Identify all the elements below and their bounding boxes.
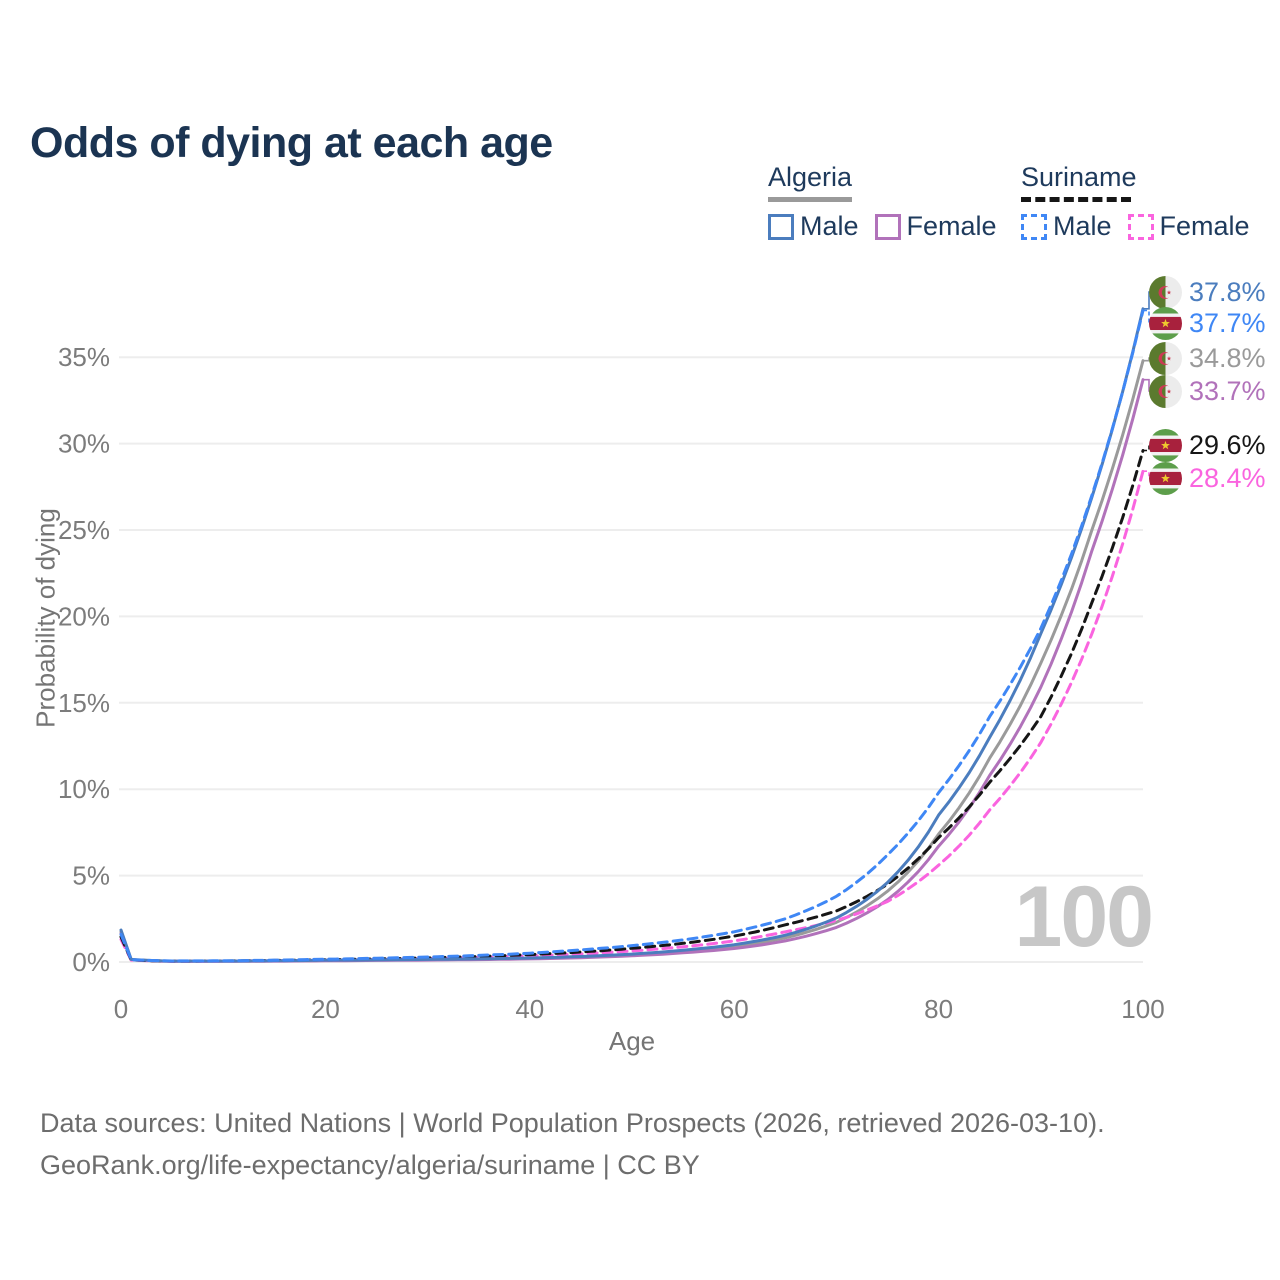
legend-swatch-algeria-male[interactable] [768,213,794,240]
algeria-flag-icon [1149,342,1182,375]
y-tick-label: 15% [58,688,110,718]
legend-swatch-suriname-female[interactable] [1127,213,1154,240]
end-label-value: 29.6% [1189,430,1266,460]
suriname-flag-icon [1149,307,1182,340]
suriname-flag-icon [1149,462,1182,495]
series-line-algeria-both-sexes[interactable] [119,359,1145,963]
legend-country-label-suriname[interactable]: Suriname [1021,162,1137,192]
y-axis-title: Probability of dying [30,508,61,728]
y-tick-label: 10% [58,774,110,804]
page-title: Odds of dying at each age [30,118,553,167]
end-label-row: 29.6% [1149,429,1266,462]
end-label-row: 33.7% [1149,375,1266,408]
legend-swatch-suriname-male[interactable] [1021,213,1047,240]
end-label-row: 34.8% [1149,342,1266,375]
legend-group-suriname: Suriname Male Female [1021,162,1266,242]
end-label-row: 37.7% [1149,307,1266,340]
y-tick-label: 25% [58,515,110,545]
x-tick-label: 0 [114,994,128,1024]
series-line-algeria-male[interactable] [119,307,1145,963]
data-sources-text: Data sources: United Nations | World Pop… [40,1108,1105,1138]
y-tick-label: 35% [58,342,110,372]
x-tick-label: 60 [720,994,749,1024]
series-line-suriname-male[interactable] [119,309,1145,963]
legend-label-suriname-female[interactable]: Female [1159,211,1250,241]
suriname-flag-icon [1149,429,1182,462]
y-tick-label: 30% [58,429,110,459]
end-label-row: 37.8% [1149,276,1266,309]
legend-line-swatch-algeria [768,197,852,202]
legend-group-algeria: Algeria Male Female [768,162,1013,242]
attribution-link-text[interactable]: GeoRank.org/life-expectancy/algeria/suri… [40,1150,700,1180]
x-tick-label: 80 [924,994,953,1024]
age-counter-watermark: 100 [1014,869,1154,965]
algeria-flag-icon [1149,375,1182,408]
series-line-suriname-both-sexes[interactable] [119,449,1145,963]
legend-label-algeria-male[interactable]: Male [800,211,859,241]
end-label-value: 37.7% [1189,308,1266,338]
x-tick-label: 20 [311,994,340,1024]
end-label-row: 28.4% [1149,462,1266,495]
series-line-algeria-female[interactable] [119,378,1145,963]
legend-line-swatch-suriname [1021,197,1131,202]
end-label-value: 37.8% [1189,277,1266,307]
end-label-value: 28.4% [1189,463,1266,493]
x-tick-label: 100 [1121,994,1164,1024]
end-label-value: 34.8% [1189,343,1266,373]
y-tick-label: 0% [72,947,110,977]
algeria-flag-icon [1149,276,1182,309]
legend-country-label-algeria[interactable]: Algeria [768,162,853,192]
legend-label-suriname-male[interactable]: Male [1053,211,1112,241]
legend-swatch-algeria-female[interactable] [874,213,901,240]
y-tick-label: 5% [72,861,110,891]
end-label-value: 33.7% [1189,376,1266,406]
y-tick-label: 20% [58,601,110,631]
x-tick-label: 40 [515,994,544,1024]
x-axis-title: Age [608,1026,656,1056]
legend-label-algeria-female[interactable]: Female [906,211,997,241]
